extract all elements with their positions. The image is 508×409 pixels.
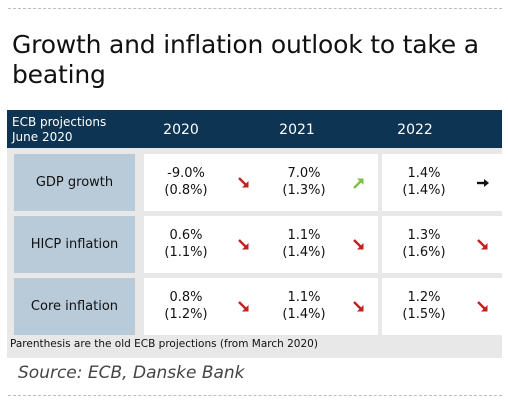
cell-value: 1.1% (1.4%) xyxy=(264,289,344,323)
bottom-rule xyxy=(8,395,502,397)
table-cell: 1.1% (1.4%) xyxy=(262,216,378,273)
new-projection: 0.6% xyxy=(169,228,203,243)
trend-down-arrow-icon xyxy=(353,301,364,312)
trend-up-arrow-icon xyxy=(353,178,364,189)
old-projection: (1.4%) xyxy=(282,307,326,322)
table-cell: 1.2% (1.5%) xyxy=(382,278,502,335)
header-label: ECB projections June 2020 xyxy=(12,115,106,145)
old-projection: (1.3%) xyxy=(282,183,326,198)
row-label: HICP inflation xyxy=(14,216,135,273)
old-projection: (0.8%) xyxy=(164,183,208,198)
trend-down-arrow-icon xyxy=(238,239,249,250)
table-cell: 0.6% (1.1%) xyxy=(144,216,263,273)
cell-value: 0.8% (1.2%) xyxy=(146,289,226,323)
header-year-2022: 2022 xyxy=(397,122,433,138)
cell-value: 1.2% (1.5%) xyxy=(384,289,464,323)
old-projection: (1.5%) xyxy=(402,307,446,322)
table-cell: 1.3% (1.6%) xyxy=(382,216,502,273)
trend-down-arrow-icon xyxy=(238,301,249,312)
trend-down-arrow-icon xyxy=(353,239,364,250)
cell-value: 1.4% (1.4%) xyxy=(384,165,464,199)
new-projection: 7.0% xyxy=(287,166,321,181)
old-projection: (1.1%) xyxy=(164,245,208,260)
new-projection: 1.2% xyxy=(407,290,441,305)
new-projection: 1.1% xyxy=(287,290,321,305)
old-projection: (1.4%) xyxy=(282,245,326,260)
chart-title: Growth and inflation outlook to take a b… xyxy=(12,30,479,89)
projection-table: ECB projections June 2020 2020 2021 2022 G… xyxy=(7,110,502,358)
footnote: Parenthesis are the old ECB projections … xyxy=(10,338,318,350)
cell-value: 1.1% (1.4%) xyxy=(264,227,344,261)
row-label: Core inflation xyxy=(14,278,135,335)
table-cell: -9.0% (0.8%) xyxy=(144,154,263,211)
source-label: Source: ECB, Danske Bank xyxy=(18,363,245,383)
cell-value: 7.0% (1.3%) xyxy=(264,165,344,199)
trend-flat-arrow-icon xyxy=(477,179,489,187)
trend-down-arrow-icon xyxy=(238,177,249,188)
table-cell: 7.0% (1.3%) xyxy=(262,154,378,211)
new-projection: -9.0% xyxy=(167,166,205,181)
cell-value: 0.6% (1.1%) xyxy=(146,227,226,261)
header-label-line1: ECB projections xyxy=(12,115,107,129)
top-rule xyxy=(8,8,502,10)
table-cell: 1.1% (1.4%) xyxy=(262,278,378,335)
table-header: ECB projections June 2020 2020 2021 2022 xyxy=(7,110,502,148)
cell-value: 1.3% (1.6%) xyxy=(384,227,464,261)
trend-down-arrow-icon xyxy=(477,301,488,312)
table-cell: 1.4% (1.4%) xyxy=(382,154,502,211)
header-year-2020: 2020 xyxy=(163,122,199,138)
new-projection: 1.1% xyxy=(287,228,321,243)
new-projection: 0.8% xyxy=(169,290,203,305)
row-label: GDP growth xyxy=(14,154,135,211)
new-projection: 1.3% xyxy=(407,228,441,243)
trend-down-arrow-icon xyxy=(477,239,488,250)
old-projection: (1.4%) xyxy=(402,183,446,198)
table-cell: 0.8% (1.2%) xyxy=(144,278,263,335)
new-projection: 1.4% xyxy=(407,166,441,181)
header-label-line2: June 2020 xyxy=(12,130,73,144)
header-year-2021: 2021 xyxy=(279,122,315,138)
cell-value: -9.0% (0.8%) xyxy=(146,165,226,199)
old-projection: (1.2%) xyxy=(164,307,208,322)
old-projection: (1.6%) xyxy=(402,245,446,260)
